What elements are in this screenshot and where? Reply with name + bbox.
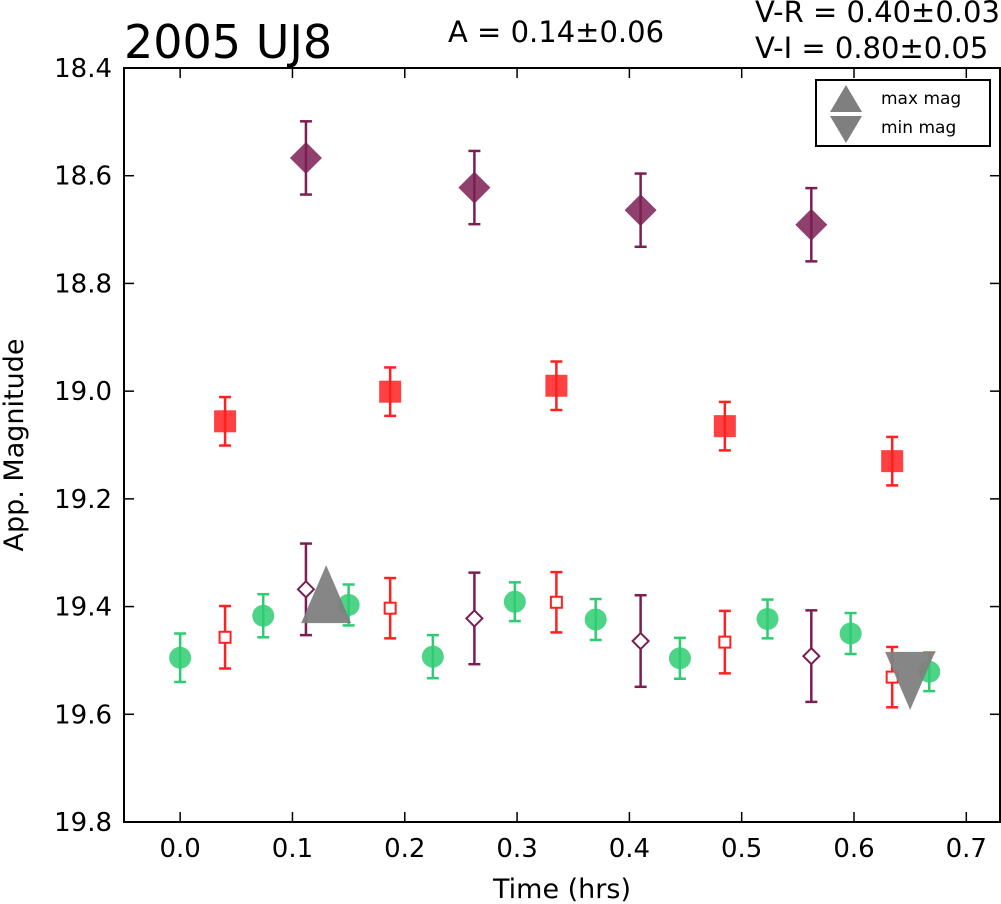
- data-point-square-open: [383, 601, 397, 615]
- color-index-vi: V-I = 0.80±0.05: [755, 31, 988, 65]
- data-point-circle: [756, 607, 779, 630]
- legend: max mag min mag: [815, 79, 991, 147]
- x-axis-label: Time (hrs): [492, 874, 631, 904]
- y-axis-label: App. Magnitude: [0, 339, 30, 552]
- x-tick-label: 0.6: [833, 834, 874, 864]
- y-tick-label: 19.2: [54, 485, 112, 515]
- data-point-circle: [584, 608, 607, 631]
- y-tick-label: 19.8: [54, 808, 112, 838]
- data-point-diamond-open: [801, 646, 821, 666]
- y-tick-label: 18.4: [54, 54, 112, 84]
- data-point-circle: [169, 646, 192, 669]
- data-point-square: [214, 410, 237, 433]
- data-point-circle: [839, 622, 862, 645]
- y-tick-label: 18.6: [54, 162, 112, 192]
- x-tick-label: 0.4: [609, 834, 650, 864]
- data-point-square-open: [218, 630, 232, 644]
- data-point-diamond: [624, 194, 657, 227]
- data-point-circle: [421, 645, 444, 668]
- data-point-diamond: [795, 208, 828, 241]
- y-tick-label: 19.6: [54, 700, 112, 730]
- y-tick-label: 18.8: [54, 269, 112, 299]
- legend-triangle-down-icon: [830, 116, 862, 143]
- data-point-diamond-open: [631, 631, 651, 651]
- data-point-square: [379, 380, 402, 403]
- legend-triangle-up-icon: [830, 85, 862, 112]
- data-point-diamond: [458, 171, 491, 204]
- chart-title: 2005 UJ8: [124, 15, 332, 69]
- max-mag-marker: [301, 565, 352, 624]
- axis-ticks: 0.0 0.1 0.2 0.3 0.4 0.5 0.6 0.7 18.4 18.6 18.8 19.0…: [54, 54, 1000, 864]
- color-index-vr: V-R = 0.40±0.03: [755, 0, 1000, 29]
- data-point-square-open: [718, 635, 732, 649]
- x-tick-label: 0.0: [159, 834, 200, 864]
- data-point-circle: [668, 647, 691, 670]
- data-point-square: [713, 415, 736, 438]
- data-point-circle: [503, 590, 526, 613]
- y-tick-label: 19.4: [54, 593, 112, 623]
- legend-label-max: max mag: [881, 89, 961, 109]
- x-tick-label: 0.7: [946, 834, 987, 864]
- data-point-diamond-open: [464, 609, 484, 628]
- data-point-circle: [252, 604, 275, 627]
- y-tick-label: 19.0: [54, 377, 112, 407]
- data-point-diamond: [289, 141, 322, 174]
- amplitude-annotation: A = 0.14±0.06: [448, 15, 664, 49]
- data-point-square: [545, 374, 568, 397]
- data-point-diamond-open: [296, 579, 316, 599]
- x-tick-label: 0.3: [496, 834, 537, 864]
- x-tick-label: 0.5: [721, 834, 762, 864]
- data-point-square-open: [549, 595, 563, 609]
- x-tick-label: 0.2: [384, 834, 425, 864]
- plot-area: [169, 120, 941, 710]
- min-mag-marker: [885, 651, 936, 710]
- legend-label-min: min mag: [881, 118, 956, 138]
- plot-frame: [123, 67, 1001, 823]
- data-point-square: [881, 450, 904, 473]
- x-tick-label: 0.1: [272, 834, 313, 864]
